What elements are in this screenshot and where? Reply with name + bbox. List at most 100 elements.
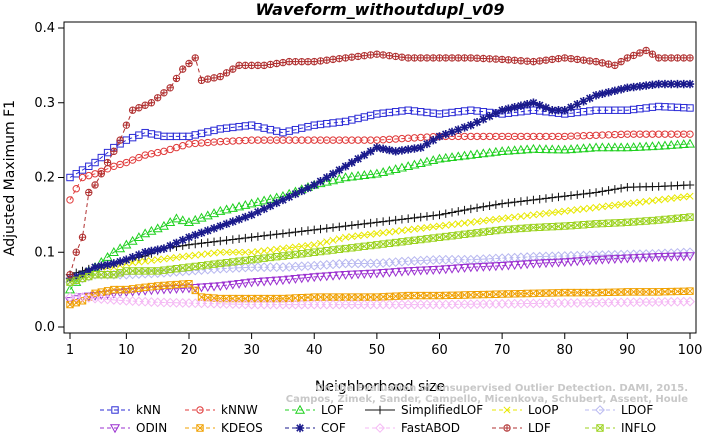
data-point bbox=[348, 53, 356, 61]
data-point bbox=[171, 297, 182, 308]
data-point bbox=[91, 158, 99, 167]
data-point bbox=[390, 164, 401, 173]
data-point bbox=[398, 227, 406, 235]
data-point bbox=[202, 283, 213, 292]
data-point bbox=[409, 266, 420, 276]
data-point bbox=[423, 54, 431, 62]
data-point bbox=[573, 206, 581, 214]
data-point bbox=[597, 142, 608, 152]
series-fastabod bbox=[65, 292, 695, 310]
data-point bbox=[680, 193, 688, 201]
data-point bbox=[210, 260, 218, 268]
data-point bbox=[91, 289, 99, 298]
data-point bbox=[227, 202, 238, 212]
data-point bbox=[140, 248, 150, 257]
data-point bbox=[490, 146, 501, 156]
data-point bbox=[435, 54, 444, 62]
data-point bbox=[641, 253, 652, 263]
data-point bbox=[246, 198, 257, 208]
data-point bbox=[327, 175, 339, 185]
data-point bbox=[154, 256, 162, 264]
data-point bbox=[241, 256, 250, 265]
legend-item: KDEOS bbox=[185, 421, 263, 434]
data-point bbox=[648, 80, 657, 90]
watermark-line-1: On the Evaluation of Unsupervised Outlie… bbox=[315, 383, 688, 394]
data-point bbox=[429, 211, 438, 220]
data-point bbox=[391, 147, 400, 156]
series-cof bbox=[65, 79, 695, 283]
data-point bbox=[572, 257, 583, 267]
data-point bbox=[172, 264, 181, 273]
data-point bbox=[146, 225, 157, 235]
data-point bbox=[528, 259, 539, 269]
data-point bbox=[673, 214, 682, 223]
data-point bbox=[184, 240, 194, 249]
data-point bbox=[454, 220, 462, 228]
data-point bbox=[392, 227, 400, 235]
data-point bbox=[486, 216, 494, 224]
data-point bbox=[523, 212, 531, 220]
data-point bbox=[147, 256, 155, 265]
data-point bbox=[491, 109, 501, 118]
data-point bbox=[504, 214, 512, 222]
legend-marker bbox=[503, 406, 511, 414]
data-point bbox=[561, 207, 569, 215]
data-point bbox=[272, 198, 281, 208]
data-point bbox=[85, 188, 93, 197]
data-point bbox=[397, 146, 407, 155]
data-point bbox=[510, 56, 519, 64]
data-point bbox=[385, 216, 394, 226]
data-point bbox=[291, 227, 300, 237]
data-point bbox=[146, 297, 157, 307]
data-point bbox=[441, 129, 450, 139]
data-point bbox=[566, 191, 576, 200]
data-point bbox=[66, 271, 74, 279]
data-point bbox=[227, 299, 238, 310]
data-point bbox=[329, 246, 337, 254]
data-point bbox=[573, 100, 582, 109]
data-point bbox=[635, 82, 645, 91]
legend-label: LDF bbox=[528, 421, 551, 434]
data-point bbox=[110, 147, 118, 155]
data-point bbox=[492, 226, 500, 235]
data-point bbox=[373, 241, 381, 249]
data-point bbox=[135, 104, 143, 112]
data-point bbox=[177, 215, 188, 225]
data-point bbox=[285, 244, 293, 252]
data-point bbox=[66, 173, 74, 182]
data-point bbox=[610, 86, 620, 95]
data-point bbox=[279, 244, 287, 253]
data-point bbox=[686, 213, 694, 221]
data-point bbox=[191, 251, 199, 259]
data-point bbox=[291, 189, 300, 199]
data-point bbox=[221, 204, 232, 214]
data-point bbox=[191, 239, 200, 249]
data-point bbox=[654, 54, 663, 62]
data-point bbox=[559, 258, 570, 268]
x-tick-label: 70 bbox=[494, 343, 511, 358]
data-point bbox=[160, 266, 168, 274]
data-point bbox=[517, 57, 525, 65]
data-point bbox=[404, 226, 412, 234]
data-point bbox=[365, 269, 376, 279]
data-point bbox=[372, 218, 382, 227]
data-point bbox=[398, 238, 406, 246]
data-point bbox=[630, 199, 638, 207]
data-point bbox=[435, 132, 444, 141]
data-point bbox=[209, 237, 219, 246]
data-point bbox=[686, 104, 694, 112]
data-point bbox=[548, 209, 556, 217]
data-point bbox=[378, 167, 389, 176]
data-point bbox=[579, 56, 588, 64]
data-point bbox=[179, 253, 187, 261]
legend-item: COF bbox=[285, 421, 346, 434]
data-point bbox=[522, 196, 532, 205]
data-point bbox=[203, 226, 212, 235]
data-point bbox=[548, 55, 556, 64]
data-point bbox=[202, 298, 213, 309]
data-point bbox=[166, 84, 174, 92]
data-point bbox=[598, 59, 607, 67]
data-point bbox=[284, 228, 294, 238]
data-point bbox=[84, 266, 93, 276]
data-point bbox=[647, 253, 658, 263]
